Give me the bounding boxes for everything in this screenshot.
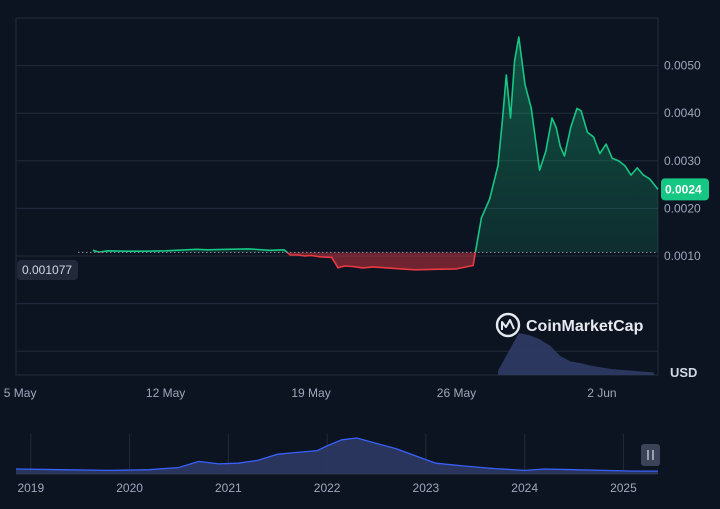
navigator-year-label: 2021 xyxy=(215,481,242,495)
y-axis: 0.0050 0.0040 0.0030 0.0020 0.0010 xyxy=(664,59,701,263)
navigator-year-axis: 2019 2020 2021 2022 2023 2024 2025 xyxy=(17,481,637,495)
coinmarketcap-logo-icon xyxy=(495,312,521,338)
main-price-chart[interactable]: 0.001077 0.00500.00400.00300.00200.0010 … xyxy=(0,0,720,420)
x-tick-label: 12 May xyxy=(146,386,185,400)
navigator-area xyxy=(15,437,658,474)
x-axis: 5 May 12 May 19 May 26 May 2 Jun xyxy=(4,386,617,400)
navigator-year-label: 2024 xyxy=(511,481,538,495)
x-tick-label: 2 Jun xyxy=(587,386,616,400)
y-tick-label: 0.0010 xyxy=(664,249,701,263)
baseline-price-label: 0.001077 xyxy=(22,263,72,277)
navigator-year-label: 2023 xyxy=(413,481,440,495)
price-line-up xyxy=(92,36,659,253)
baseline-price-badge: 0.001077 xyxy=(17,260,78,280)
navigator-year-label: 2025 xyxy=(610,481,637,495)
x-tick-label: 5 May xyxy=(4,386,37,400)
price-line xyxy=(92,36,659,271)
navigator-line xyxy=(15,437,658,472)
navigator-year-label: 2022 xyxy=(314,481,341,495)
currency-unit-label: USD xyxy=(670,365,697,380)
current-price-badge: 0.0024 xyxy=(661,178,709,201)
volume-bars xyxy=(498,333,654,375)
price-area-down xyxy=(92,252,658,270)
navigator-year-label: 2020 xyxy=(116,481,143,495)
x-tick-label: 19 May xyxy=(291,386,330,400)
volume-area xyxy=(498,333,654,375)
price-area xyxy=(92,37,658,270)
watermark-text: CoinMarketCap xyxy=(526,318,644,335)
y-tick-label: 0.0020 xyxy=(664,201,701,215)
y-tick-label: 0.0040 xyxy=(664,106,701,120)
current-price-label: 0.0024 xyxy=(665,182,702,196)
navigator-chart[interactable]: 2019 2020 2021 2022 2023 2024 2025 xyxy=(0,428,720,509)
y-tick-label: 0.0030 xyxy=(664,154,701,168)
price-area-up xyxy=(92,37,658,253)
coinmarketcap-watermark: CoinMarketCap xyxy=(495,312,644,338)
navigator-year-label: 2019 xyxy=(17,481,44,495)
x-tick-label: 26 May xyxy=(437,386,476,400)
navigator-range-handle[interactable] xyxy=(641,444,660,466)
y-tick-label: 0.0050 xyxy=(664,59,701,73)
navigator-fill xyxy=(16,438,658,474)
